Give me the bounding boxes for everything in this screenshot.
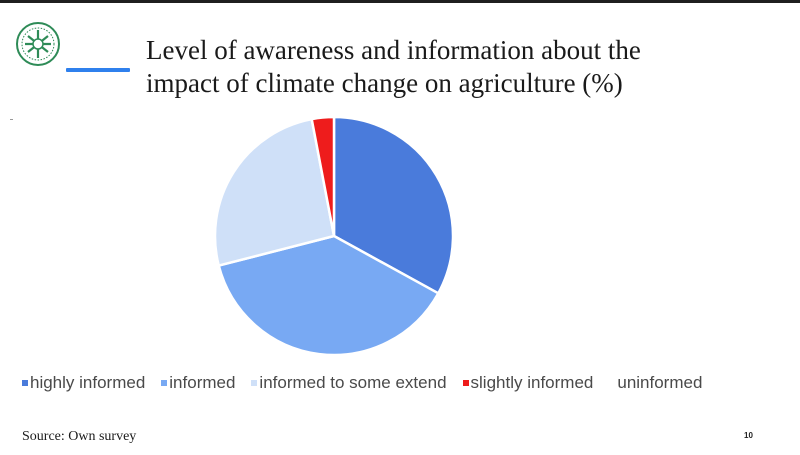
pie-slice-slightly-informed <box>310 115 336 238</box>
slide-title: Level of awareness and information about… <box>146 34 766 100</box>
legend-label: uninformed <box>617 373 703 392</box>
legend-label: slightly informed <box>470 373 594 392</box>
legend-swatch <box>609 380 616 386</box>
legend-label: informed to some extend <box>259 373 447 392</box>
chart-legend: highly informed informed informed to some … <box>22 371 702 395</box>
pie-slice-highly-informed <box>332 115 455 295</box>
slide-top-border <box>0 0 800 3</box>
slide-title-line-2: impact of climate change on agriculture … <box>146 68 623 98</box>
legend-item-informed-to-some-extend: informed to some extend <box>251 373 447 393</box>
legend-swatch <box>462 380 469 386</box>
legend-item-informed: informed <box>161 373 235 393</box>
pie-slice-informed-to-some-extend <box>213 117 336 267</box>
source-note: Source: Own survey <box>22 429 137 444</box>
pie-slice-informed <box>217 234 440 357</box>
slide-title-line-1: Level of awareness and information about… <box>146 35 641 65</box>
legend-item-slightly-informed: slightly informed <box>462 373 594 393</box>
page-number: 10 <box>744 431 753 440</box>
university-logo <box>16 22 60 66</box>
decorative-mark <box>10 119 13 120</box>
legend-swatch <box>161 380 168 386</box>
legend-item-highly-informed: highly informed <box>22 373 145 393</box>
legend-item-uninformed: uninformed <box>609 373 702 393</box>
title-accent-line <box>66 68 130 72</box>
legend-swatch <box>22 380 28 386</box>
legend-label: highly informed <box>30 373 146 392</box>
legend-swatch <box>251 380 258 386</box>
legend-label: informed <box>169 373 236 392</box>
